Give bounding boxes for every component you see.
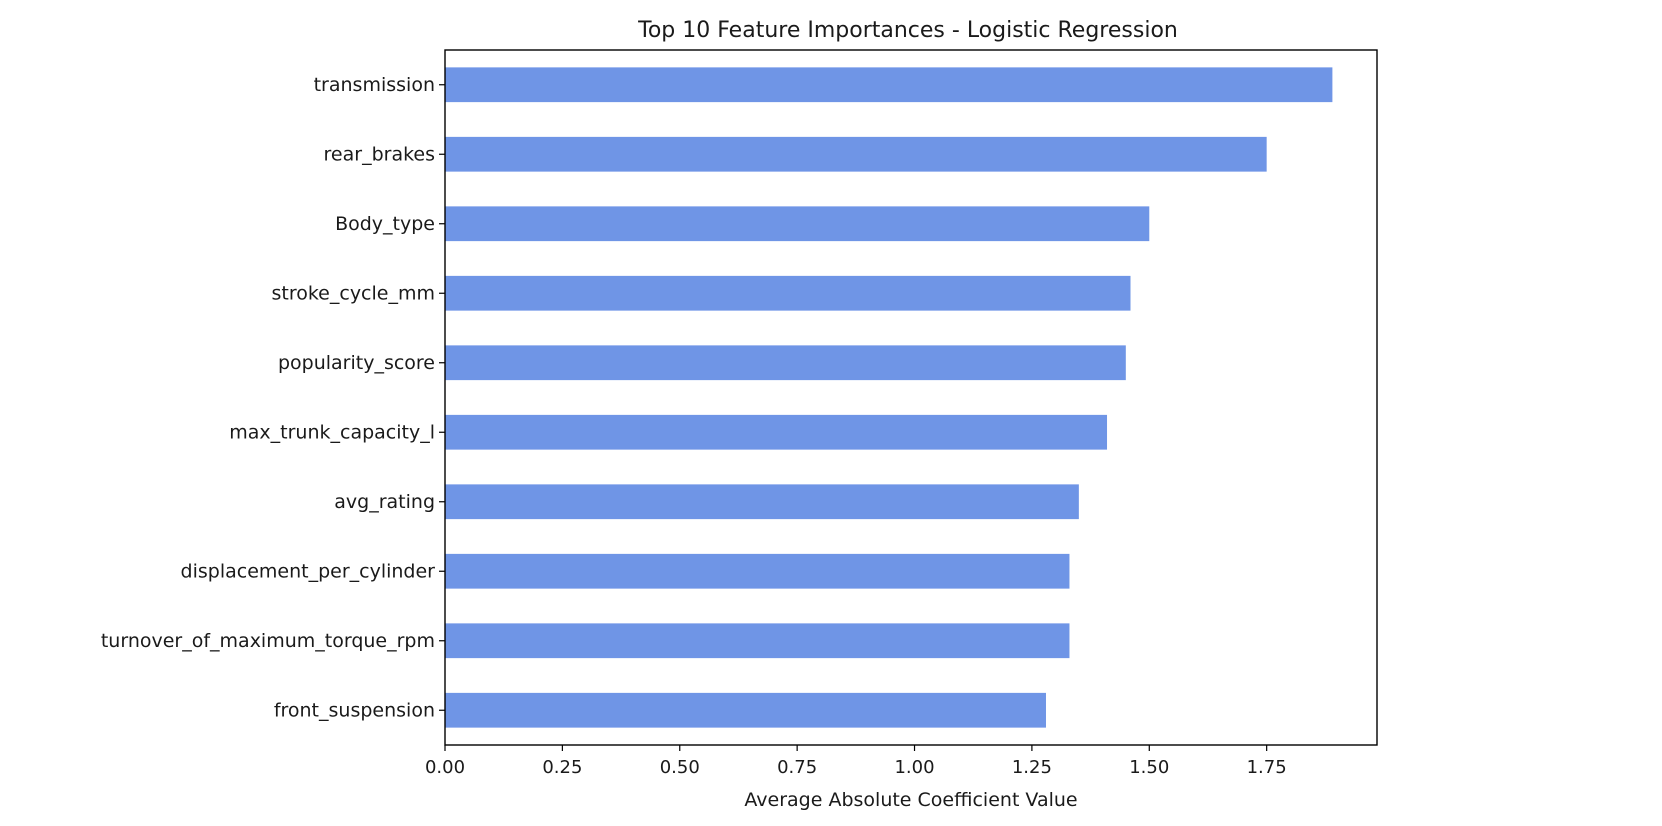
y-tick-label: Body_type — [335, 213, 435, 235]
x-tick-label: 0.25 — [542, 757, 582, 778]
x-tick-label: 1.00 — [894, 757, 934, 778]
bar-max-trunk-capacity-l — [445, 414, 1108, 450]
bar-displacement-per-cylinder — [445, 553, 1070, 589]
x-axis-ticks: 0.00 0.25 0.50 0.75 1.00 1.25 1.50 1.75 — [425, 745, 1287, 778]
bar-popularity-score — [445, 345, 1126, 381]
y-tick-label: max_trunk_capacity_l — [229, 421, 435, 443]
bar-rear-brakes — [445, 136, 1267, 172]
bar-front-suspension — [445, 692, 1046, 728]
y-tick-label: avg_rating — [334, 491, 435, 513]
bar-stroke-cycle-mm — [445, 275, 1131, 311]
chart-title: Top 10 Feature Importances - Logistic Re… — [637, 18, 1178, 43]
plot-area-frame — [444, 49, 1378, 746]
bar-body-type — [445, 206, 1150, 242]
x-tick-label: 1.50 — [1129, 757, 1169, 778]
y-tick-label: transmission — [314, 74, 435, 96]
y-tick-label: displacement_per_cylinder — [181, 560, 436, 582]
x-tick-label: 0.00 — [425, 757, 465, 778]
bar-turnover-of-maximum-torque-rpm — [445, 623, 1070, 659]
bar-transmission — [445, 67, 1333, 103]
y-tick-label: rear_brakes — [324, 143, 435, 165]
y-tick-label: turnover_of_maximum_torque_rpm — [101, 630, 435, 652]
y-axis-ticks: transmission rear_brakes Body_type stroke_c… — [101, 74, 445, 721]
x-tick-label: 1.75 — [1247, 757, 1287, 778]
y-tick-label: front_suspension — [274, 699, 435, 721]
y-tick-label: stroke_cycle_mm — [271, 282, 435, 304]
bar-avg-rating — [445, 484, 1079, 520]
x-tick-label: 0.75 — [777, 757, 817, 778]
x-tick-label: 0.50 — [660, 757, 700, 778]
x-axis-label: Average Absolute Coefficient Value — [744, 789, 1077, 811]
y-tick-label: popularity_score — [278, 352, 435, 374]
x-tick-label: 1.25 — [1012, 757, 1052, 778]
bars-group — [445, 67, 1333, 728]
